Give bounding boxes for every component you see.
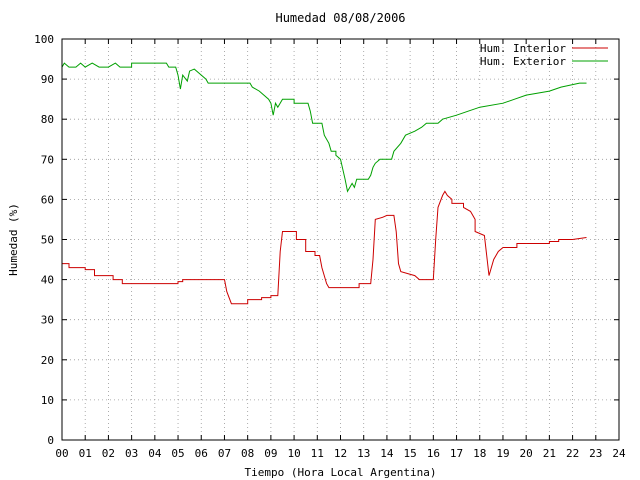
x-tick-label: 19 — [496, 447, 509, 460]
legend-label: Hum. Interior — [480, 42, 566, 55]
axis-ticks: 0 10 20 30 40 50 60 70 80 90 100 00 01 02 03 04 05 06 07 08… — [34, 33, 626, 460]
x-tick-label: 17 — [450, 447, 463, 460]
x-tick-label: 24 — [612, 447, 626, 460]
y-tick-label: 100 — [34, 33, 54, 46]
x-axis-label: Tiempo (Hora Local Argentina) — [244, 466, 436, 479]
x-tick-label: 02 — [102, 447, 115, 460]
y-tick-label: 30 — [41, 314, 54, 327]
x-tick-label: 21 — [543, 447, 556, 460]
y-tick-label: 40 — [41, 274, 54, 287]
x-tick-label: 22 — [566, 447, 579, 460]
x-tick-label: 04 — [148, 447, 162, 460]
x-tick-label: 23 — [589, 447, 602, 460]
x-tick-label: 09 — [264, 447, 277, 460]
x-tick-label: 13 — [357, 447, 370, 460]
y-tick-label: 80 — [41, 113, 54, 126]
x-tick-label: 11 — [311, 447, 324, 460]
x-tick-label: 07 — [218, 447, 231, 460]
y-tick-label: 20 — [41, 354, 54, 367]
x-tick-label: 16 — [427, 447, 440, 460]
x-tick-label: 12 — [334, 447, 347, 460]
x-tick-label: 03 — [125, 447, 138, 460]
y-tick-label: 60 — [41, 193, 54, 206]
x-tick-label: 06 — [195, 447, 208, 460]
legend-label: Hum. Exterior — [480, 55, 566, 68]
chart-title: Humedad 08/08/2006 — [275, 11, 405, 25]
series-layer — [61, 62, 587, 305]
x-tick-label: 10 — [287, 447, 300, 460]
x-tick-label: 00 — [55, 447, 68, 460]
x-tick-label: 20 — [520, 447, 533, 460]
x-tick-label: 14 — [380, 447, 394, 460]
y-tick-label: 90 — [41, 73, 54, 86]
series-line-exterior — [61, 62, 587, 193]
series-line-interior — [62, 190, 587, 305]
x-tick-label: 05 — [171, 447, 184, 460]
y-axis-label: Humedad (%) — [7, 203, 20, 276]
x-tick-label: 15 — [404, 447, 417, 460]
x-tick-label: 18 — [473, 447, 486, 460]
x-tick-label: 08 — [241, 447, 254, 460]
x-tick-label: 01 — [79, 447, 92, 460]
grid-lines — [62, 39, 619, 440]
y-tick-label: 70 — [41, 153, 54, 166]
y-tick-label: 0 — [47, 434, 54, 447]
y-tick-label: 50 — [41, 234, 54, 247]
y-tick-label: 10 — [41, 394, 54, 407]
